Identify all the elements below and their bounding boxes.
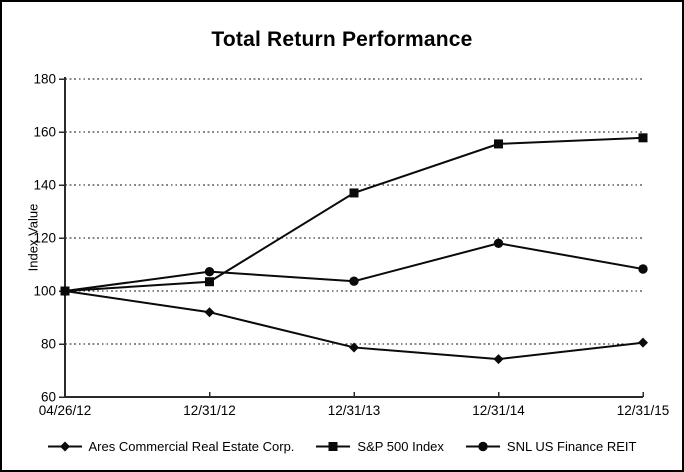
legend-item-snl: SNL US Finance REIT: [465, 439, 637, 454]
series-line-s-p-500-index: [64, 136, 644, 292]
y-tick-label: 160: [33, 125, 56, 140]
x-tick-label: 12/31/15: [617, 403, 670, 418]
square-data-marker: [638, 133, 648, 143]
x-tick-label: 12/31/14: [472, 403, 525, 418]
y-tick-label: 140: [33, 178, 56, 193]
y-tick-label: 80: [41, 337, 56, 352]
chart-legend: Ares Commercial Real Estate Corp. S&P 50…: [2, 439, 682, 454]
circle-data-marker: [349, 276, 359, 286]
circle-data-marker: [493, 238, 504, 248]
y-tick-label: 60: [41, 390, 56, 405]
square-data-marker: [205, 277, 214, 287]
circle-marker-icon: [465, 441, 500, 452]
x-tick-label: 12/31/13: [328, 403, 381, 418]
circle-data-marker: [204, 266, 215, 277]
circle-data-marker: [638, 264, 648, 274]
y-tick-label: 120: [33, 231, 56, 246]
diamond-data-marker: [493, 354, 504, 365]
legend-label-ares: Ares Commercial Real Estate Corp.: [88, 439, 295, 454]
diamond-data-marker: [204, 307, 215, 318]
diamond-data-marker: [638, 337, 648, 348]
y-tick-label: 180: [33, 72, 56, 87]
legend-item-sp500: S&P 500 Index: [316, 439, 444, 454]
square-marker-icon: [316, 442, 351, 451]
y-tick-label: 100: [33, 284, 56, 299]
legend-label-sp500: S&P 500 Index: [357, 439, 444, 454]
square-data-marker: [349, 188, 359, 198]
diamond-marker-icon: [47, 441, 82, 452]
legend-item-ares: Ares Commercial Real Estate Corp.: [47, 439, 295, 454]
square-data-marker: [494, 139, 503, 149]
square-data-marker: [60, 286, 70, 296]
chart-plot-area: 60 80 100 120 140 160 180 04/26/12 12/31/12 12/31…: [33, 72, 670, 419]
x-tick-label: 04/26/12: [39, 403, 92, 418]
x-tick-label: 12/31/12: [183, 403, 236, 418]
chart-title: Total Return Performance: [211, 28, 473, 51]
diamond-data-marker: [349, 342, 359, 353]
legend-label-snl: SNL US Finance REIT: [506, 439, 637, 454]
